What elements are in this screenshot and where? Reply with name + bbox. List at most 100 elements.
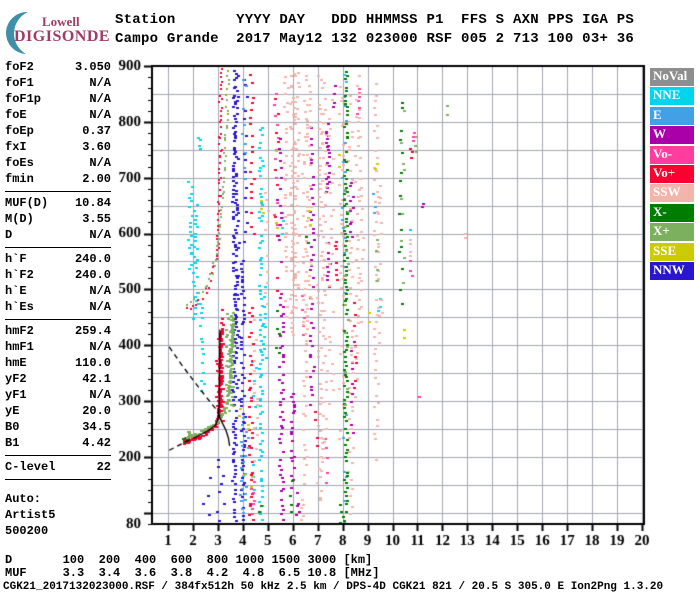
parameter-label: fmin xyxy=(5,172,34,186)
logo-lowell: Lowell xyxy=(42,14,80,29)
panel-separator xyxy=(5,246,111,248)
parameter-label: Artist5 xyxy=(5,508,56,522)
parameter-row: MUF(D) 10.84 xyxy=(5,195,111,211)
parameter-row: h`Es N/A xyxy=(5,299,111,315)
legend-item-ssw: SSW xyxy=(650,184,694,203)
parameter-row: foEp 0.37 xyxy=(5,123,111,139)
header-labels-row: Station YYYY DAY DDD HHMMSS P1 FFS S AXN… xyxy=(115,12,635,28)
parameter-label: foF1p xyxy=(5,92,42,106)
legend-item-x: X- xyxy=(650,203,694,222)
parameter-label: foEs xyxy=(5,156,34,170)
parameter-row: fxI 3.60 xyxy=(5,139,111,155)
parameter-label: MUF(D) xyxy=(5,196,49,210)
parameter-label: D xyxy=(5,228,13,242)
parameter-label: 500200 xyxy=(5,524,49,538)
parameter-row: hmE 110.0 xyxy=(5,355,111,371)
parameter-label: foE xyxy=(5,108,27,122)
parameter-label: B0 xyxy=(5,420,20,434)
parameter-value: 10.84 xyxy=(74,196,111,210)
parameter-label: C-level xyxy=(5,460,56,474)
panel-gap xyxy=(5,483,111,491)
file-info-footer: CGK21_2017132023000.RSF / 384fx512h 50 k… xyxy=(3,581,664,593)
parameter-label: h`F2 xyxy=(5,268,34,282)
parameter-label: yF1 xyxy=(5,388,27,402)
parameter-row: foEs N/A xyxy=(5,155,111,171)
parameter-value: N/A xyxy=(89,284,111,298)
legend-item-e: E xyxy=(650,106,694,125)
panel-separator xyxy=(5,318,111,320)
measurement-header: Station YYYY DAY DDD HHMMSS P1 FFS S AXN… xyxy=(115,11,634,48)
legend-item-vo: Vo- xyxy=(650,145,694,164)
parameter-label: foEp xyxy=(5,124,34,138)
parameter-value: 0.37 xyxy=(82,124,111,138)
parameter-row: Auto: xyxy=(5,491,111,507)
parameter-value: 110.0 xyxy=(74,356,111,370)
parameter-value: N/A xyxy=(89,76,111,90)
muf-scale-row: MUF 3.3 3.4 3.6 3.8 4.2 4.8 6.5 10.8 [MH… xyxy=(5,566,380,581)
parameter-label: foF2 xyxy=(5,60,34,74)
parameter-value: N/A xyxy=(89,92,111,106)
parameter-value: N/A xyxy=(89,156,111,170)
parameter-value: N/A xyxy=(89,340,111,354)
parameter-row: yE 20.0 xyxy=(5,403,111,419)
parameter-row: B0 34.5 xyxy=(5,419,111,435)
parameter-value: 34.5 xyxy=(82,420,111,434)
parameter-label: hmF1 xyxy=(5,340,34,354)
parameter-row: foF2 3.050 xyxy=(5,59,111,75)
parameter-value: 20.0 xyxy=(82,404,111,418)
parameter-value: 42.1 xyxy=(82,372,111,386)
legend-item-noval: NoVal xyxy=(650,68,694,86)
parameter-label: B1 xyxy=(5,436,20,450)
parameter-row: h`F 240.0 xyxy=(5,251,111,267)
parameter-label: h`F xyxy=(5,252,27,266)
legend-item-sse: SSE xyxy=(650,242,694,261)
parameter-value: 240.0 xyxy=(74,252,111,266)
parameter-value: 3.55 xyxy=(82,212,111,226)
d-muf-scale-rows: D 100 200 400 600 800 1000 1500 3000 [km… xyxy=(5,553,380,581)
parameter-label: foF1 xyxy=(5,76,34,90)
parameter-row: D N/A xyxy=(5,227,111,243)
parameter-row: foE N/A xyxy=(5,107,111,123)
parameter-value: 22 xyxy=(96,460,111,474)
parameter-value: 3.60 xyxy=(82,140,111,154)
legend-item-nnw: NNW xyxy=(650,261,694,280)
logo-digisonde: DIGISONDE xyxy=(14,28,111,45)
parameter-row: C-level 22 xyxy=(5,459,111,475)
header-values-row: Campo Grande 2017 May12 132 023000 RSF 0… xyxy=(115,30,635,47)
parameter-value: N/A xyxy=(89,228,111,242)
parameter-value: 4.42 xyxy=(82,436,111,450)
parameter-label: M(D) xyxy=(5,212,34,226)
parameter-label: h`Es xyxy=(5,300,34,314)
parameter-value: N/A xyxy=(89,108,111,122)
d-scale-row: D 100 200 400 600 800 1000 1500 3000 [km… xyxy=(5,553,373,567)
legend-item-nne: NNE xyxy=(650,87,694,106)
parameter-label: fxI xyxy=(5,140,27,154)
lowell-digisonde-logo: Lowell DIGISONDE xyxy=(2,4,114,56)
parameter-row: 500200 xyxy=(5,523,111,539)
panel-separator xyxy=(5,454,111,456)
parameter-label: yF2 xyxy=(5,372,27,386)
parameter-value: N/A xyxy=(89,388,111,402)
parameter-row: M(D) 3.55 xyxy=(5,211,111,227)
parameter-row: B1 4.42 xyxy=(5,435,111,451)
legend-item-vo: Vo+ xyxy=(650,164,694,183)
panel-separator xyxy=(5,190,111,192)
parameter-row: yF1 N/A xyxy=(5,387,111,403)
parameter-row: h`E N/A xyxy=(5,283,111,299)
parameter-label: h`E xyxy=(5,284,27,298)
parameter-panel: foF2 3.050 foF1 N/A foF1p N/A foE N/A foEp 0.37 fx… xyxy=(5,59,111,539)
parameter-value: N/A xyxy=(89,300,111,314)
parameter-row: foF1 N/A xyxy=(5,75,111,91)
parameter-row: fmin 2.00 xyxy=(5,171,111,187)
parameter-row: yF2 42.1 xyxy=(5,371,111,387)
legend-item-x: X+ xyxy=(650,223,694,242)
parameter-row: h`F2 240.0 xyxy=(5,267,111,283)
parameter-value: 259.4 xyxy=(74,324,111,338)
parameter-value: 3.050 xyxy=(74,60,111,74)
parameter-row: hmF1 N/A xyxy=(5,339,111,355)
direction-legend: NoVal NNE E W Vo- Vo+ SSW X- X+ SSE NNW xyxy=(650,68,694,281)
parameter-value: 2.00 xyxy=(82,172,111,186)
parameter-label: hmF2 xyxy=(5,324,34,338)
